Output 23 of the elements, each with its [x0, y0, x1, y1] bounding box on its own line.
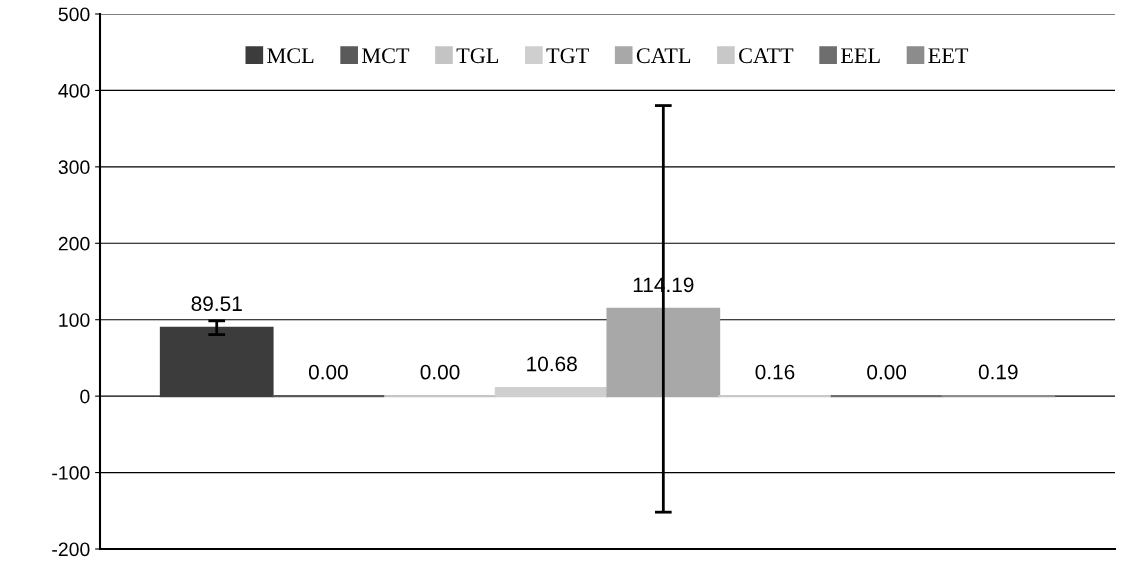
data-label: 0.00 — [867, 364, 907, 380]
legend-label: MCT — [362, 48, 410, 64]
y-tick-label: 400 — [58, 83, 90, 98]
data-label: 0.00 — [308, 364, 348, 380]
legend-label: EEL — [840, 48, 880, 63]
data-label: 10.68 — [527, 356, 577, 372]
y-tick-label: 0 — [80, 389, 90, 404]
data-label: 89.51 — [191, 296, 242, 312]
legend-label: MCL — [267, 48, 314, 64]
legend-label: TGT — [546, 48, 589, 64]
data-label: 0.00 — [420, 364, 460, 380]
y-tick-label: -200 — [52, 542, 90, 557]
legend-label: CATT — [739, 48, 794, 64]
data-label: 0.16 — [755, 364, 795, 380]
legend-label: EET — [928, 48, 969, 63]
y-tick-label: 100 — [59, 313, 90, 327]
legend-label: TGL — [456, 48, 499, 64]
y-tick-label: 300 — [58, 160, 90, 175]
y-tick-label: -100 — [52, 466, 90, 480]
legend-label: CATL — [636, 48, 691, 64]
y-tick-label: 200 — [58, 236, 90, 251]
y-tick-label: 500 — [58, 7, 90, 22]
data-label: 0.19 — [978, 364, 1018, 380]
